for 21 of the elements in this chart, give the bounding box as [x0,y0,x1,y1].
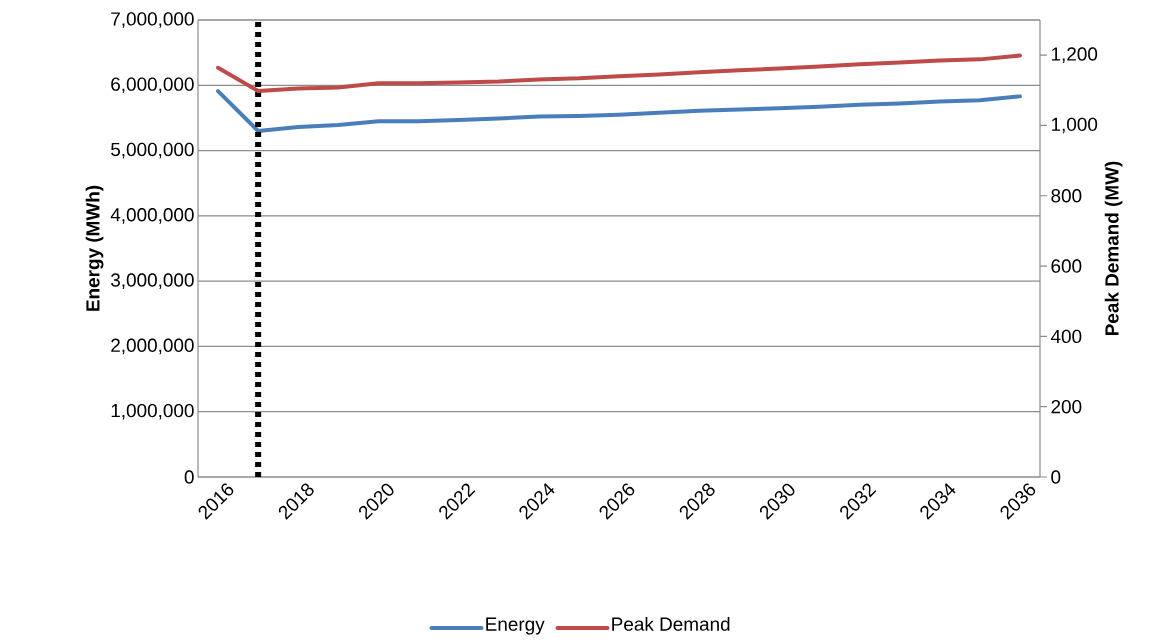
legend-label: Energy [486,617,545,635]
y-tick-label: 3,000,000 [110,273,194,289]
y2-tick-label: 200 [1051,399,1082,414]
y2-tick-label: 1,000 [1051,117,1098,134]
y-tick-label: 4,000,000 [110,208,194,224]
line-series [216,53,1022,93]
y-tick-label: 1,000,000 [111,403,194,420]
line-series [216,89,1022,133]
legend-label: Peak Demand [612,616,730,631]
y2-tick-label: 400 [1050,329,1082,344]
y-tick-label: 7,000,000 [111,12,194,28]
y-tick-label: 0 [184,470,194,484]
y-tick-label: 6,000,000 [111,77,194,94]
y2-tick-label: 600 [1051,259,1082,273]
y-tick-label: 2,000,000 [111,338,194,355]
y2-tick-label: 0 [1051,470,1061,484]
y2-tick-label: 800 [1051,189,1082,203]
y-tick-label: 5,000,000 [111,142,194,159]
y2-axis-title: Peak Demand (MW) [1104,161,1123,336]
y2-tick-label: 1,200 [1051,47,1098,63]
y-axis-title: Energy (MWh) [85,185,104,311]
